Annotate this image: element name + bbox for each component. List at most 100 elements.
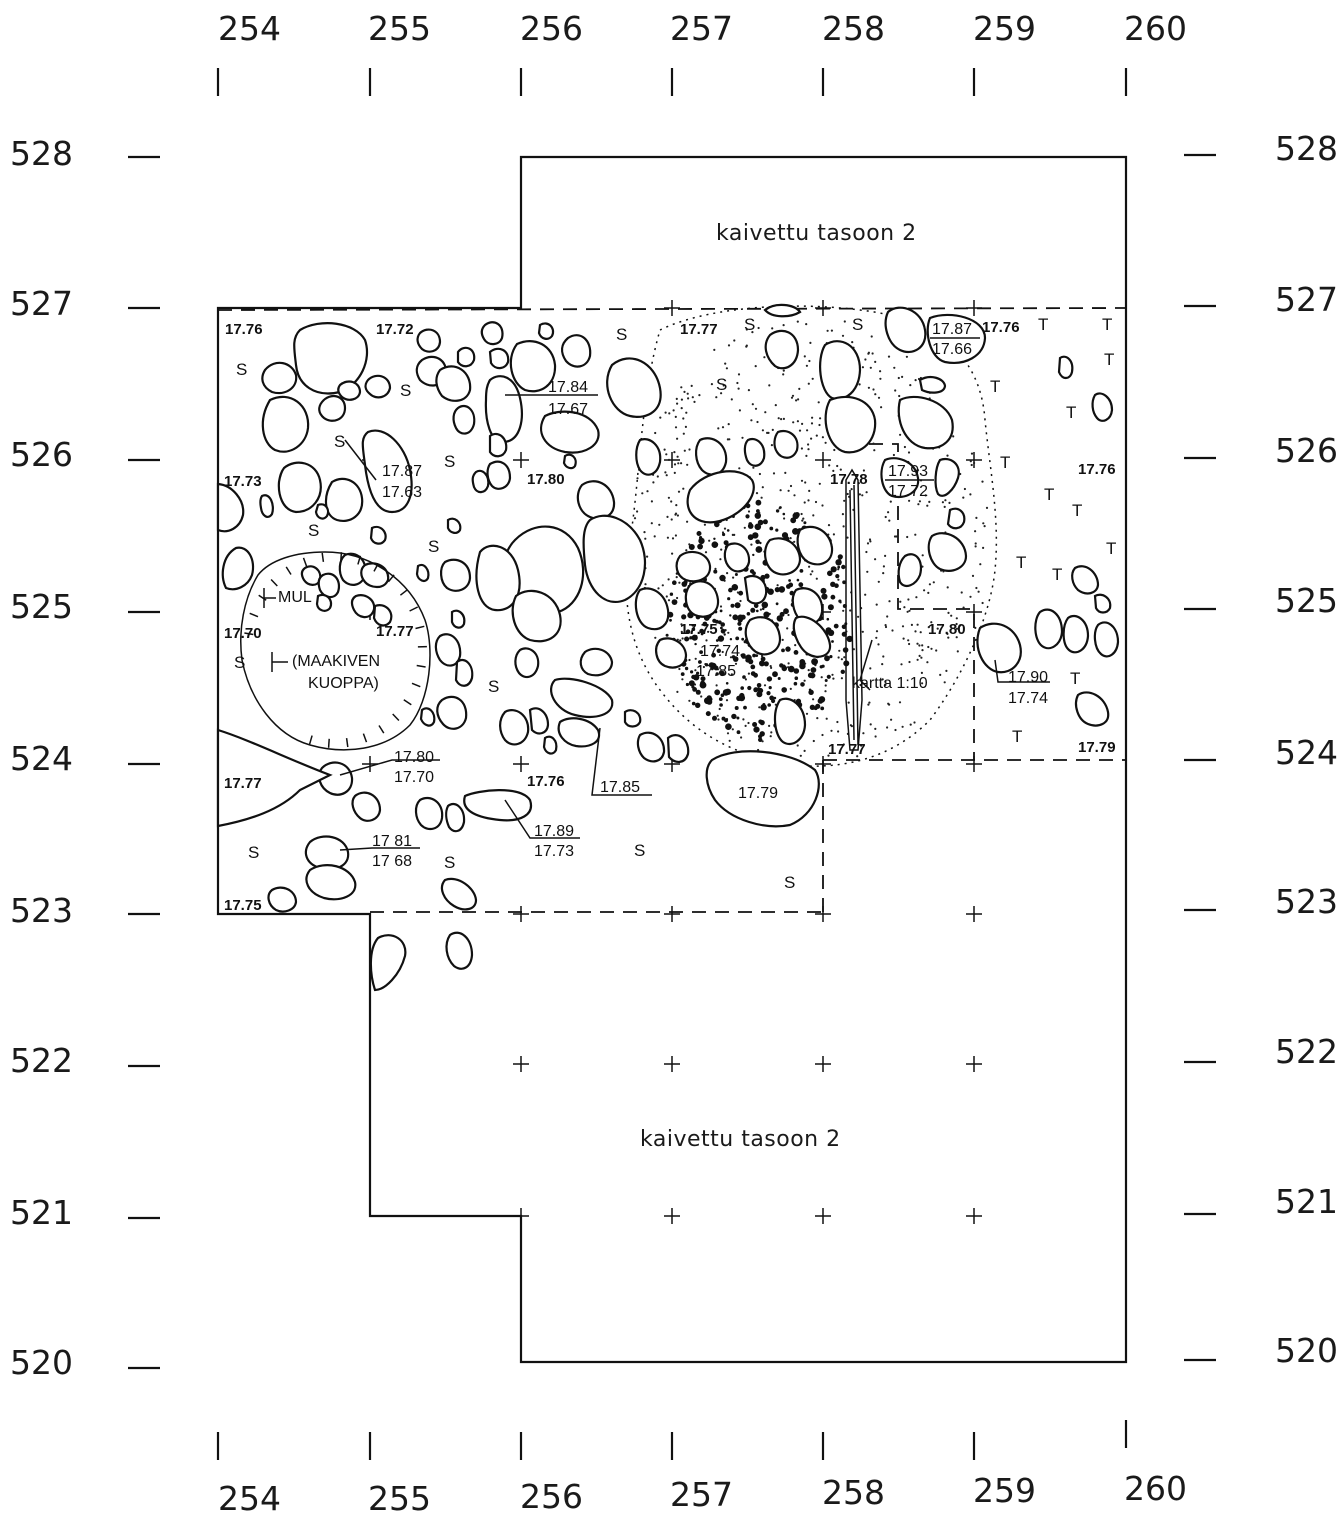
charcoal-dot — [729, 614, 732, 617]
elevation-label: 17.70 — [224, 625, 262, 642]
stipple-dot — [884, 554, 887, 558]
stipple-dot — [716, 644, 719, 647]
stipple-dot — [909, 723, 912, 726]
charcoal-dot — [829, 655, 833, 659]
stipple-dot — [810, 422, 814, 425]
stipple-dot — [713, 348, 716, 351]
marker-t: T — [1106, 539, 1116, 558]
stipple-dot — [901, 375, 904, 378]
stipple-dot — [801, 422, 804, 425]
charcoal-dot — [699, 681, 707, 689]
stipple-dot — [877, 396, 881, 399]
pit-hachure — [392, 713, 400, 722]
charcoal-dot — [779, 611, 785, 617]
elevation-label: 17.79 — [738, 785, 778, 802]
stipple-dot — [924, 494, 927, 497]
stipple-dot — [857, 615, 860, 618]
charcoal-dot — [794, 512, 800, 518]
stipple-dot — [807, 499, 810, 502]
stipple-dot — [858, 493, 862, 496]
stipple-dot — [682, 487, 685, 490]
grid-cross — [966, 906, 982, 922]
charcoal-dot — [699, 650, 703, 654]
stipple-dot — [867, 351, 871, 354]
pit-hachure — [403, 699, 412, 706]
charcoal-dot — [696, 531, 702, 536]
charcoal-dot — [825, 627, 832, 634]
stipple-dot — [901, 725, 904, 728]
stipple-dot — [884, 683, 887, 687]
marker-t: T — [1044, 485, 1054, 504]
stipple-dot — [768, 384, 771, 387]
stipple-dot — [745, 328, 748, 331]
charcoal-dot — [720, 626, 723, 630]
stipple-dot — [946, 632, 949, 636]
charcoal-dot — [734, 706, 739, 710]
stipple-dot — [982, 546, 985, 550]
charcoal-dot — [759, 731, 765, 737]
stipple-dot — [985, 506, 989, 509]
charcoal-dot — [699, 628, 705, 634]
charcoal-dot — [830, 594, 836, 600]
charcoal-dot — [842, 580, 846, 585]
stipple-dot — [888, 703, 891, 706]
stipple-dot — [757, 326, 760, 330]
charcoal-dot — [752, 571, 756, 576]
charcoal-dot — [756, 691, 763, 698]
stipple-dot — [877, 643, 880, 646]
pit-hachure — [308, 735, 313, 745]
x-label-260-bottom: 260 — [1124, 1469, 1187, 1508]
marker-s: S — [400, 381, 411, 400]
stipple-dot — [702, 665, 706, 669]
stipple-dot — [665, 474, 668, 477]
charcoal-dot — [818, 696, 826, 703]
stipple-dot — [743, 526, 746, 529]
charcoal-dot — [698, 537, 705, 545]
elevation-label: 17.75 — [680, 621, 718, 638]
stipple-dot — [962, 496, 965, 499]
y-label-527-left: 527 — [10, 284, 73, 323]
charcoal-dot — [727, 597, 731, 601]
stipple-dot — [851, 341, 854, 344]
stipple-dot — [970, 463, 973, 467]
stipple-dot — [918, 500, 922, 503]
stipple-dot — [850, 488, 853, 491]
stipple-dot — [727, 423, 730, 426]
stipple-dot — [871, 352, 874, 355]
stipple-dot — [803, 749, 806, 753]
charcoal-dot — [738, 590, 744, 596]
stipple-dot — [872, 442, 875, 445]
stipple-dot — [728, 438, 731, 441]
stipple-dot — [867, 703, 870, 706]
stipple-dot — [680, 407, 683, 410]
stipple-dot — [721, 426, 725, 429]
charcoal-dot — [705, 711, 711, 717]
stipple-dot — [839, 468, 842, 471]
charcoal-dot — [723, 540, 729, 546]
stipple-dot — [914, 533, 917, 536]
stipple-dot — [654, 636, 657, 639]
stipple-dot — [699, 665, 702, 668]
charcoal-dot — [713, 537, 716, 540]
stipple-dot — [955, 636, 958, 639]
y-label-520-right: 520 — [1275, 1331, 1338, 1370]
elevation-pair-upper: 17.93 — [888, 463, 928, 480]
marker-s: S — [428, 537, 439, 556]
stipple-dot — [731, 728, 734, 731]
stipple-dot — [892, 453, 896, 457]
stipple-dot — [782, 369, 785, 372]
stipple-dot — [787, 613, 790, 617]
stipple-dot — [915, 596, 918, 599]
stipple-dot — [691, 396, 694, 399]
stipple-dot — [903, 445, 907, 449]
stipple-dot — [665, 453, 668, 456]
stipple-dot — [750, 543, 753, 546]
charcoal-dot — [760, 704, 767, 711]
stipple-dot — [814, 500, 818, 504]
stipple-dot — [943, 505, 946, 508]
stipple-dot — [665, 595, 668, 598]
stipple-dot — [825, 717, 828, 720]
charcoal-dot — [755, 539, 760, 545]
stipple-dot — [898, 701, 902, 704]
marker-s: S — [716, 375, 727, 394]
